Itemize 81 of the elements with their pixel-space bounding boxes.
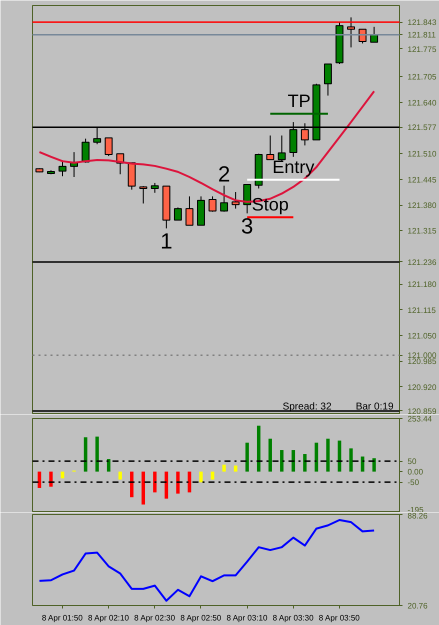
bar bbox=[314, 442, 318, 472]
x-tick-label: 8 Apr 02:10 bbox=[88, 614, 130, 622]
bar bbox=[106, 459, 110, 472]
y-tick-label: 121.380 bbox=[408, 201, 437, 210]
series-label: Entry bbox=[272, 156, 314, 177]
y-tick-label: 121.705 bbox=[408, 72, 437, 82]
bar bbox=[372, 458, 376, 472]
line-series bbox=[38, 518, 376, 602]
bar bbox=[164, 472, 168, 499]
bar bbox=[360, 456, 364, 472]
y-tick-label: 121.775 bbox=[408, 44, 437, 54]
x-tick-label: 8 Apr 03:30 bbox=[272, 614, 314, 622]
bar bbox=[49, 472, 53, 487]
y-tick-label: 0.00 bbox=[408, 468, 424, 477]
bar bbox=[268, 438, 272, 472]
candlestick bbox=[208, 196, 216, 212]
ref-line-label: 121.811 bbox=[408, 30, 436, 40]
bar bbox=[118, 472, 122, 480]
candlestick bbox=[243, 184, 252, 214]
bar bbox=[349, 448, 353, 472]
x-tick-label: 8 Apr 03:10 bbox=[226, 614, 268, 622]
candlestick bbox=[278, 135, 286, 162]
ref-line-label: 121.843 bbox=[408, 18, 437, 28]
bar bbox=[210, 472, 214, 480]
bar bbox=[153, 472, 157, 492]
y-tick-label: 50 bbox=[408, 457, 417, 466]
annotation: 3 bbox=[241, 213, 254, 238]
y-tick-label: 121.115 bbox=[408, 306, 436, 315]
ref-line-label: 121.236 bbox=[408, 258, 437, 267]
x-tick-label: 8 Apr 02:50 bbox=[180, 614, 222, 622]
candlestick bbox=[58, 160, 66, 177]
y-tick-label: -50 bbox=[408, 478, 420, 488]
bar bbox=[256, 426, 260, 472]
candlestick bbox=[266, 135, 274, 160]
annotation: Spread: 32 bbox=[282, 402, 332, 412]
annotation: Bar 0:19 bbox=[356, 402, 394, 412]
candlestick bbox=[324, 63, 332, 96]
bar bbox=[234, 466, 238, 472]
y-tick-label: 121.510 bbox=[408, 150, 437, 159]
bar bbox=[142, 472, 146, 505]
bar bbox=[130, 472, 134, 498]
candlestick bbox=[347, 16, 355, 48]
series-label: Stop bbox=[252, 194, 289, 214]
y-tick-label: 121.445 bbox=[408, 175, 437, 184]
y-tick-label: 121.640 bbox=[408, 98, 437, 108]
bar bbox=[188, 472, 192, 492]
x-tick-label: 8 Apr 02:30 bbox=[134, 614, 176, 622]
ref-line-label: 121.577 bbox=[408, 123, 437, 132]
bar bbox=[280, 450, 284, 472]
candlestick bbox=[185, 196, 194, 226]
bar bbox=[245, 442, 249, 472]
candlestick bbox=[104, 137, 113, 157]
annotation: 1 bbox=[160, 228, 173, 254]
y-tick-label: 120.920 bbox=[408, 382, 437, 392]
bar bbox=[38, 472, 42, 488]
x-tick-label: 8 Apr 01:50 bbox=[42, 614, 84, 622]
series-label: TP bbox=[288, 90, 311, 111]
candlestick bbox=[220, 185, 228, 212]
candlestick bbox=[174, 206, 182, 221]
y-tick-label: 121.315 bbox=[408, 226, 437, 236]
candlestick bbox=[150, 182, 159, 194]
y-tick-label: 253.44 bbox=[408, 414, 433, 424]
annotation: 2 bbox=[218, 162, 230, 187]
bar bbox=[292, 450, 296, 472]
x-tick-label: 8 Apr 03:50 bbox=[318, 614, 360, 622]
ref-line-label: 120.859 bbox=[408, 406, 437, 416]
bar bbox=[84, 437, 88, 472]
bar bbox=[60, 472, 64, 478]
bar bbox=[222, 464, 226, 472]
candlestick bbox=[82, 138, 90, 164]
candlestick bbox=[232, 192, 240, 210]
bar bbox=[326, 438, 330, 472]
bar bbox=[176, 472, 180, 494]
bar bbox=[303, 454, 307, 472]
y-tick-label: 88.26 bbox=[408, 512, 428, 520]
bar bbox=[95, 436, 99, 472]
y-tick-label: 121.050 bbox=[408, 331, 437, 340]
y-tick-label: 121.180 bbox=[408, 280, 437, 290]
y-tick-label: 20.76 bbox=[408, 602, 428, 610]
candlestick bbox=[139, 186, 148, 204]
y-tick-label: 120.985 bbox=[408, 357, 437, 366]
